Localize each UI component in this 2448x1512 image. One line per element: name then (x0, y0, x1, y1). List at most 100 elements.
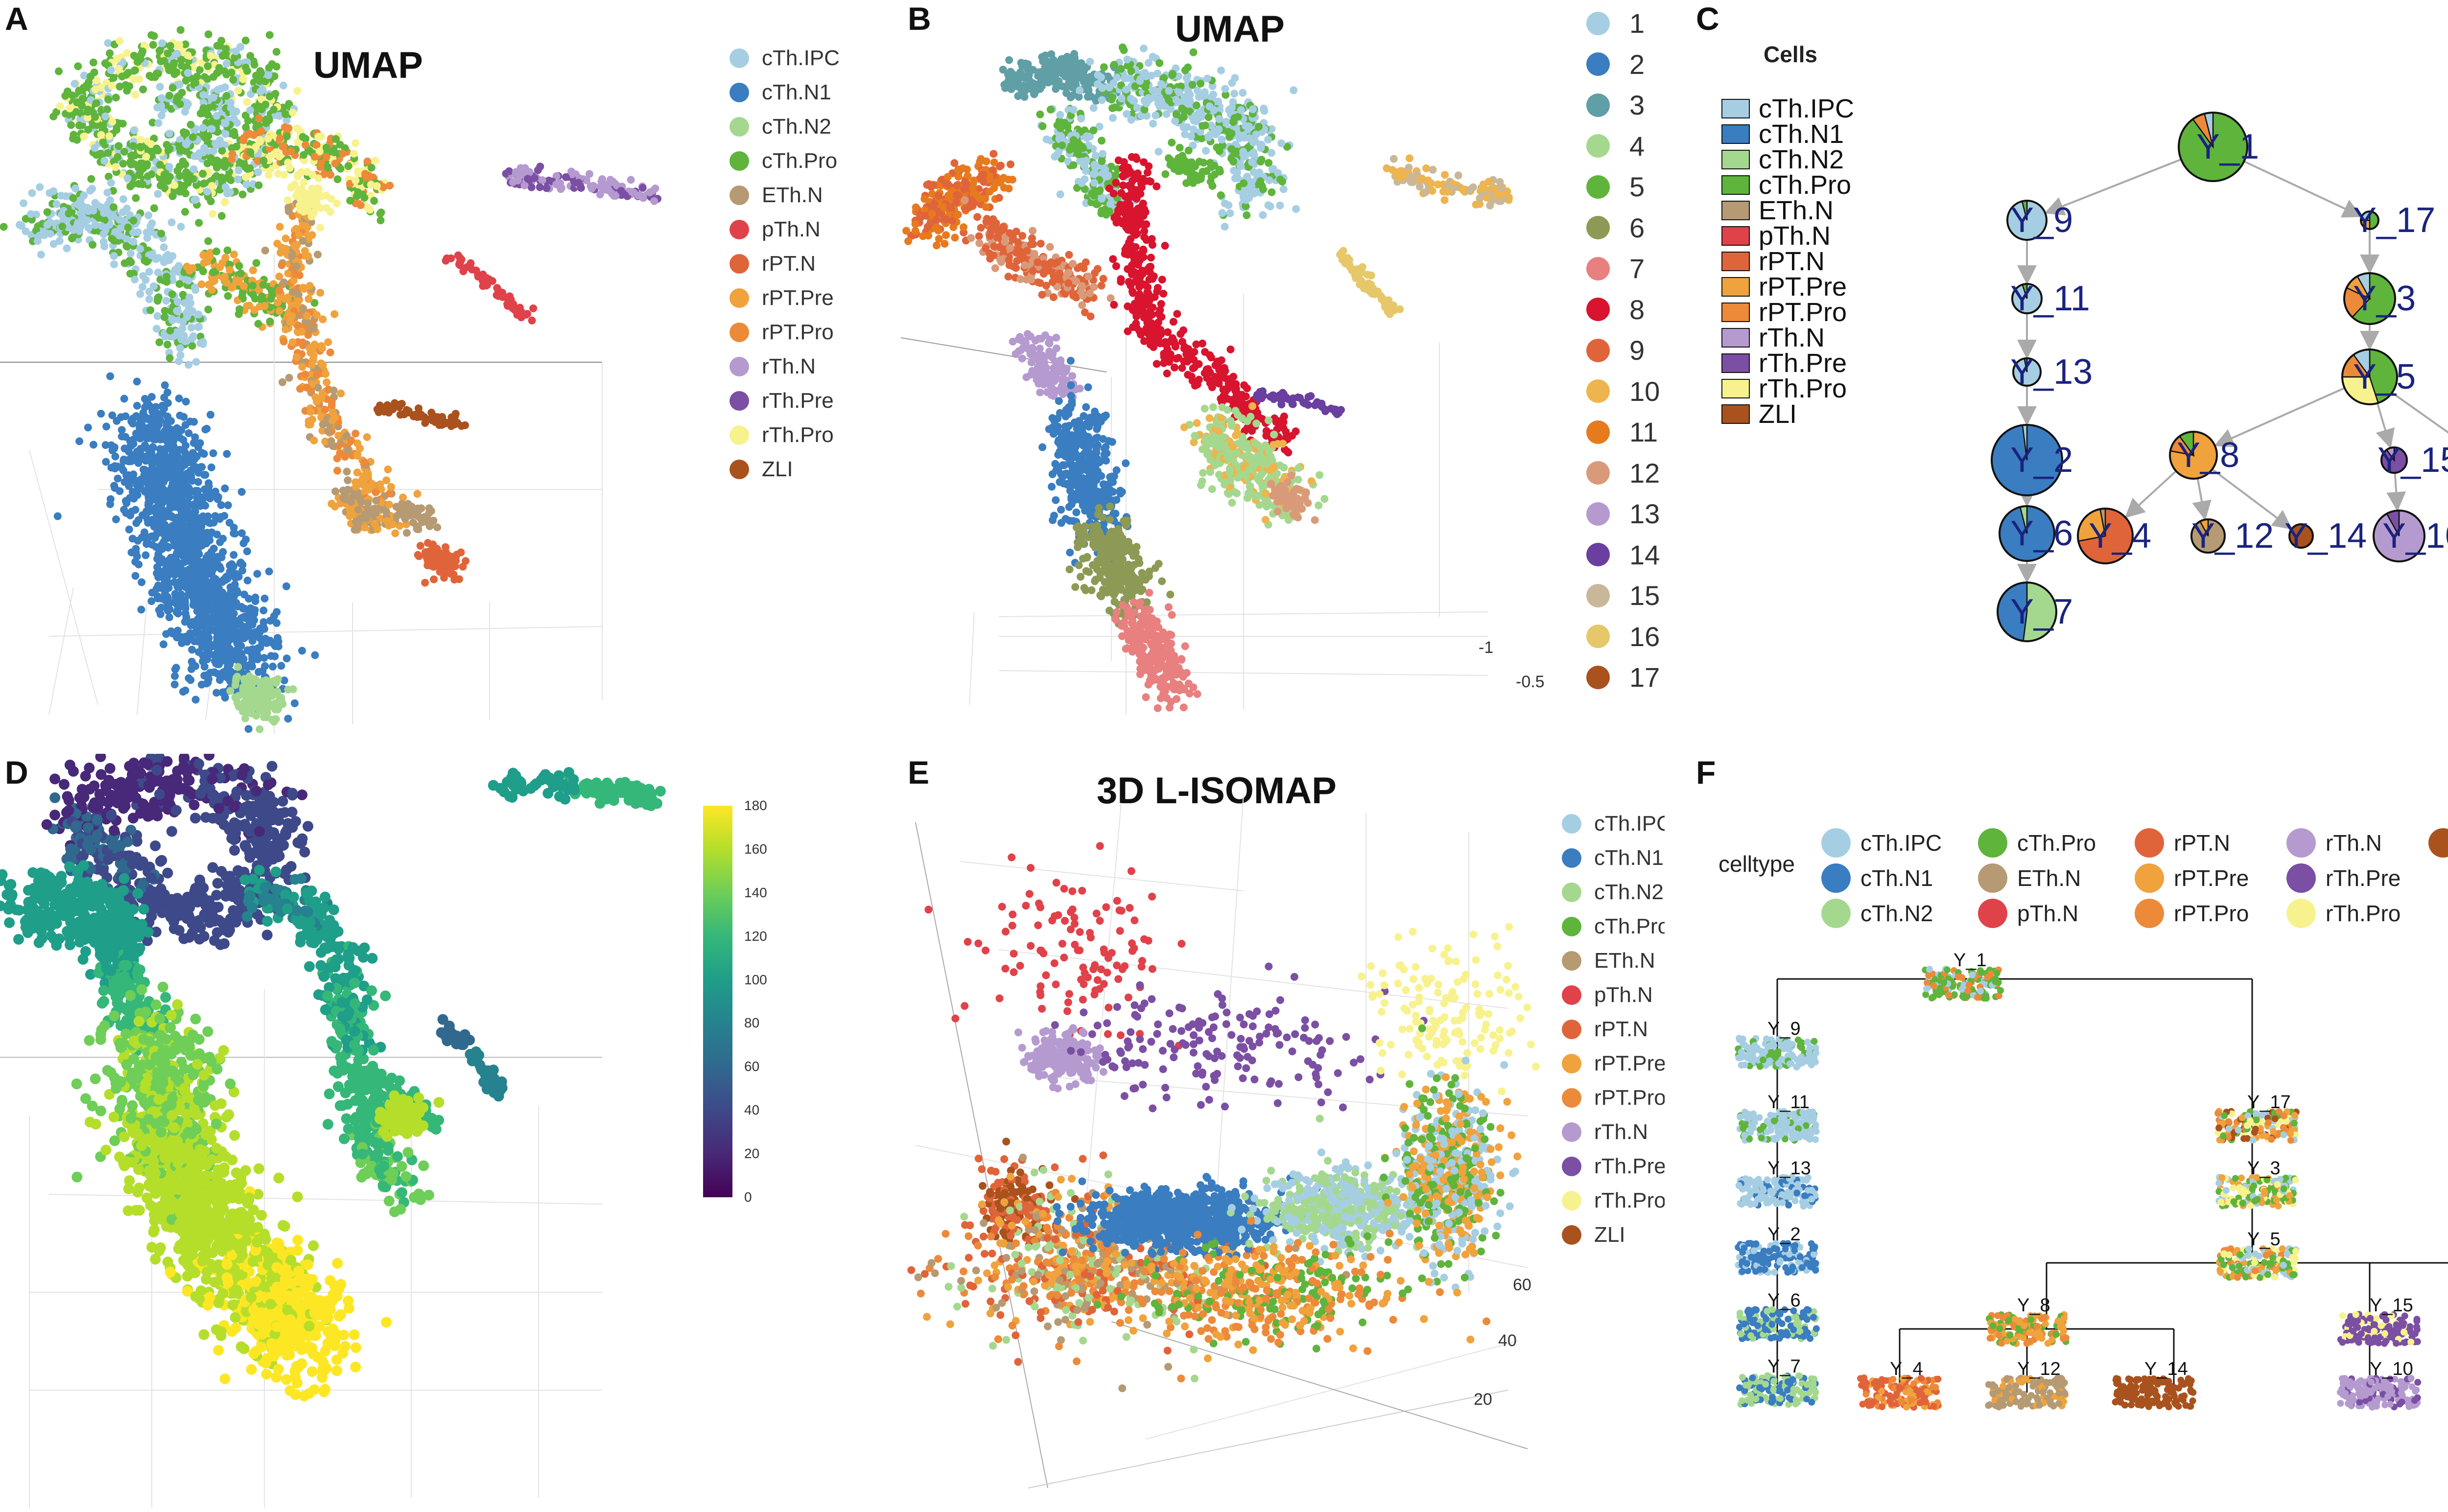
data-point (145, 447, 154, 455)
data-point (187, 676, 195, 684)
data-point (1123, 110, 1131, 118)
data-point (1218, 136, 1226, 144)
data-point (153, 144, 161, 153)
legend-item: cTh.Pro (730, 144, 840, 178)
data-point (428, 555, 437, 563)
data-point (320, 170, 328, 178)
legend-swatch (730, 288, 749, 308)
data-point (194, 478, 202, 486)
data-point (310, 208, 318, 216)
data-point (146, 222, 155, 231)
data-point (1268, 188, 1276, 196)
data-point (1180, 106, 1189, 115)
legend-swatch (730, 357, 749, 376)
data-point (254, 644, 262, 652)
data-point (266, 617, 275, 625)
data-point (1283, 142, 1291, 151)
data-point (190, 572, 199, 580)
data-point (161, 589, 169, 597)
data-point (205, 622, 213, 630)
data-point (1240, 179, 1248, 187)
data-point (167, 417, 175, 425)
data-point (298, 327, 306, 336)
data-point (172, 68, 181, 76)
data-point (234, 175, 242, 184)
data-point (1144, 59, 1153, 67)
data-point (140, 465, 148, 474)
data-point (228, 155, 236, 163)
data-point (239, 707, 247, 716)
data-point (999, 66, 1007, 74)
data-point (189, 595, 198, 603)
data-point (123, 235, 131, 244)
data-point (195, 219, 203, 227)
data-point (225, 646, 233, 653)
data-point (1064, 71, 1072, 79)
data-point (232, 47, 240, 55)
data-point (1256, 158, 1265, 166)
data-point (212, 689, 221, 697)
data-point (224, 501, 232, 510)
data-point (206, 669, 214, 677)
data-point (268, 60, 276, 68)
data-point (627, 176, 635, 184)
data-point (1113, 73, 1121, 82)
data-point (303, 223, 311, 232)
data-point (248, 621, 257, 629)
data-point (176, 484, 184, 492)
data-point (334, 442, 343, 450)
data-point (238, 566, 246, 575)
data-point (372, 509, 380, 517)
data-point (106, 372, 115, 380)
data-point (270, 72, 279, 80)
data-point (209, 449, 217, 457)
data-point (455, 575, 463, 583)
data-point (430, 575, 438, 583)
legend-swatch (730, 186, 749, 205)
data-point (314, 384, 322, 392)
legend-item: ZLI (730, 452, 840, 487)
data-point (207, 52, 215, 60)
data-point (199, 180, 208, 188)
data-point (334, 432, 343, 440)
data-point (343, 432, 351, 440)
data-point (1221, 85, 1229, 93)
data-point (173, 328, 181, 336)
data-point (346, 180, 354, 188)
data-point (1292, 205, 1300, 213)
data-point (175, 280, 184, 288)
data-point (1171, 117, 1179, 125)
data-point (285, 373, 293, 382)
data-point (300, 151, 308, 159)
data-point (182, 613, 190, 621)
data-point (145, 268, 153, 276)
data-point (166, 42, 174, 50)
data-point (152, 584, 161, 593)
data-point (148, 118, 157, 127)
data-point (1228, 79, 1236, 87)
data-point (272, 47, 281, 56)
data-point (1166, 105, 1175, 113)
data-point (527, 183, 536, 191)
data-point (1252, 130, 1260, 139)
data-point (386, 489, 394, 498)
data-point (203, 159, 212, 167)
data-point (222, 92, 231, 100)
data-point (49, 240, 58, 248)
data-point (158, 540, 166, 549)
data-point (85, 224, 93, 232)
data-point (636, 191, 644, 199)
data-point (1204, 133, 1213, 141)
data-point (333, 199, 341, 208)
data-point (188, 334, 196, 343)
data-point (528, 316, 536, 325)
data-point (204, 62, 212, 70)
data-point (1153, 70, 1162, 78)
data-point (217, 501, 225, 509)
data-point (389, 405, 397, 414)
data-point (89, 241, 97, 249)
legend-item: cTh.IPC (730, 41, 840, 75)
data-point (1222, 91, 1230, 99)
data-point (112, 93, 120, 102)
data-point (233, 673, 241, 681)
